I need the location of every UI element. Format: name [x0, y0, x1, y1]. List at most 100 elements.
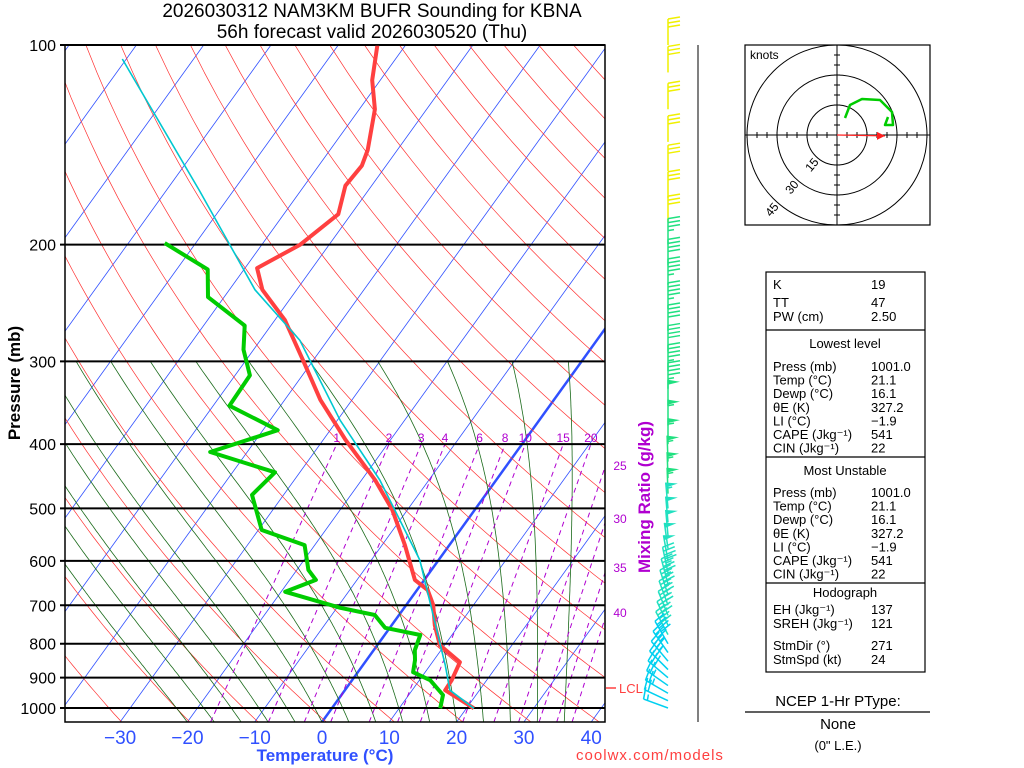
wind-barb-feather — [667, 150, 681, 154]
wind-barb — [664, 496, 678, 523]
wind-barb-feather — [667, 177, 681, 181]
wind-barb-feather — [667, 88, 681, 92]
wind-barb — [667, 215, 681, 245]
wind-barb-feather — [660, 623, 671, 633]
wind-barb-staff — [656, 601, 669, 626]
wind-barb-staff — [666, 467, 669, 494]
wind-barb — [652, 622, 669, 654]
wind-barb-feather — [667, 310, 681, 314]
mixing-ratio-label: 2 — [386, 431, 393, 445]
lowest-level-title: Lowest level — [809, 336, 881, 351]
wind-barb-feather — [667, 302, 681, 306]
isotherm-line — [187, 141, 605, 722]
hodograph-units: knots — [750, 48, 779, 62]
isotherm-line — [65, 45, 272, 332]
wind-barb-feather — [667, 248, 681, 253]
wind-barb-feather — [667, 219, 681, 224]
lowest-level-row-value: 22 — [871, 441, 885, 456]
pressure-tick-label: 300 — [29, 354, 56, 371]
wind-barb-feather — [667, 346, 681, 350]
indices-frame — [765, 271, 926, 673]
hodograph-section-title: Hodograph — [813, 585, 877, 600]
hodograph-row-label: StmDir (°) — [773, 638, 830, 653]
hodograph-curve — [843, 97, 895, 127]
sounding-profiles — [121, 45, 475, 710]
wind-barb-half-feather — [664, 581, 671, 586]
dry-adiabat-line — [65, 81, 600, 722]
wind-barb-feather — [659, 610, 670, 620]
wind-barb-feather — [667, 193, 681, 197]
wind-barb-feather — [667, 215, 681, 220]
wind-barb-feather — [667, 173, 681, 177]
mixing-ratio-labels: 1 2 3 4 6 8 10 15 20 25 30 35 40 — [333, 431, 627, 620]
hodograph-row-label: SREH (Jkg⁻¹) — [773, 616, 853, 631]
wind-barb-feather — [662, 571, 674, 579]
wind-barb-feather — [667, 197, 681, 201]
mixing-ratio-label: 10 — [519, 431, 533, 445]
mixing-ratio-line — [518, 465, 605, 722]
dry-adiabat-line — [155, 45, 605, 584]
moist-adiabat-line — [65, 394, 296, 722]
wind-barb — [663, 522, 677, 549]
most-unstable-row-value: 541 — [871, 553, 893, 568]
wind-barb-feather — [667, 306, 681, 310]
wind-barb — [667, 16, 681, 45]
wind-barb-feather — [667, 47, 681, 52]
wind-barb-feather — [649, 640, 658, 652]
wind-barb — [667, 43, 681, 73]
wind-barb-half-feather — [667, 377, 675, 380]
most-unstable-row-value: −1.9 — [871, 539, 897, 554]
wind-barb-feather — [660, 577, 672, 586]
wind-barb-feather — [667, 256, 681, 260]
wind-barb-feather — [667, 354, 681, 358]
most-unstable-row-value: 16.1 — [871, 512, 896, 527]
dry-adiabat-line — [433, 45, 605, 240]
moist-adiabat-line — [75, 361, 323, 722]
wind-barb-pennant — [664, 522, 677, 528]
wind-barb-feather — [667, 80, 681, 84]
wind-barb-feather — [667, 240, 681, 245]
lowest-level-row-label: Temp (°C) — [773, 373, 832, 388]
most-unstable-row-value: 22 — [871, 567, 885, 582]
wind-barb-pennant — [668, 379, 680, 385]
wind-barb-feather — [644, 668, 651, 681]
wind-barb — [667, 80, 681, 110]
wind-barb-half-feather — [667, 228, 675, 232]
credit-text: coolwx.com/models — [576, 747, 724, 764]
most-unstable-row-label: Dewp (°C) — [773, 512, 833, 527]
lowest-level-row-value: 327.2 — [871, 400, 904, 415]
wind-barb-feather — [655, 603, 666, 613]
dry-adiabat-line — [224, 45, 605, 494]
plot-frame — [64, 44, 606, 723]
hodograph-row-value: 271 — [871, 638, 893, 653]
wind-barb — [667, 193, 681, 223]
wind-barb-feather — [663, 549, 676, 556]
y-axis-title: Pressure (mb) — [5, 326, 24, 440]
wind-barb — [654, 612, 671, 645]
temperature-profile — [255, 45, 475, 710]
most-unstable-row-value: 327.2 — [871, 526, 904, 541]
wind-barb-pennant — [663, 535, 676, 541]
mixing-ratio-label: 3 — [418, 431, 425, 445]
wind-barb-feather — [652, 622, 663, 632]
wind-barb-feather — [659, 588, 671, 596]
wind-barb-feather — [647, 650, 655, 662]
wind-barb-feather — [664, 564, 676, 572]
dry-adiabat-line — [329, 45, 605, 364]
lowest-level-row-label: Press (mb) — [773, 359, 837, 374]
temperature-tick-label: 20 — [446, 728, 467, 749]
pressure-gridlines — [60, 44, 605, 709]
dry-adiabat-line — [65, 576, 191, 722]
wind-barb-feather — [661, 556, 674, 564]
wind-barb-pennant — [668, 399, 680, 405]
isotherm-line — [320, 326, 605, 722]
wind-barb-pennant — [667, 452, 680, 458]
wind-barb-feather — [667, 24, 681, 28]
moist-adiabat-line — [65, 441, 269, 722]
wind-barb-half-feather — [646, 694, 650, 701]
wind-barb-feather — [667, 244, 681, 249]
wind-barb-feather — [667, 268, 681, 272]
mixing-ratio-label: 35 — [613, 561, 627, 575]
wind-barb — [667, 169, 681, 198]
